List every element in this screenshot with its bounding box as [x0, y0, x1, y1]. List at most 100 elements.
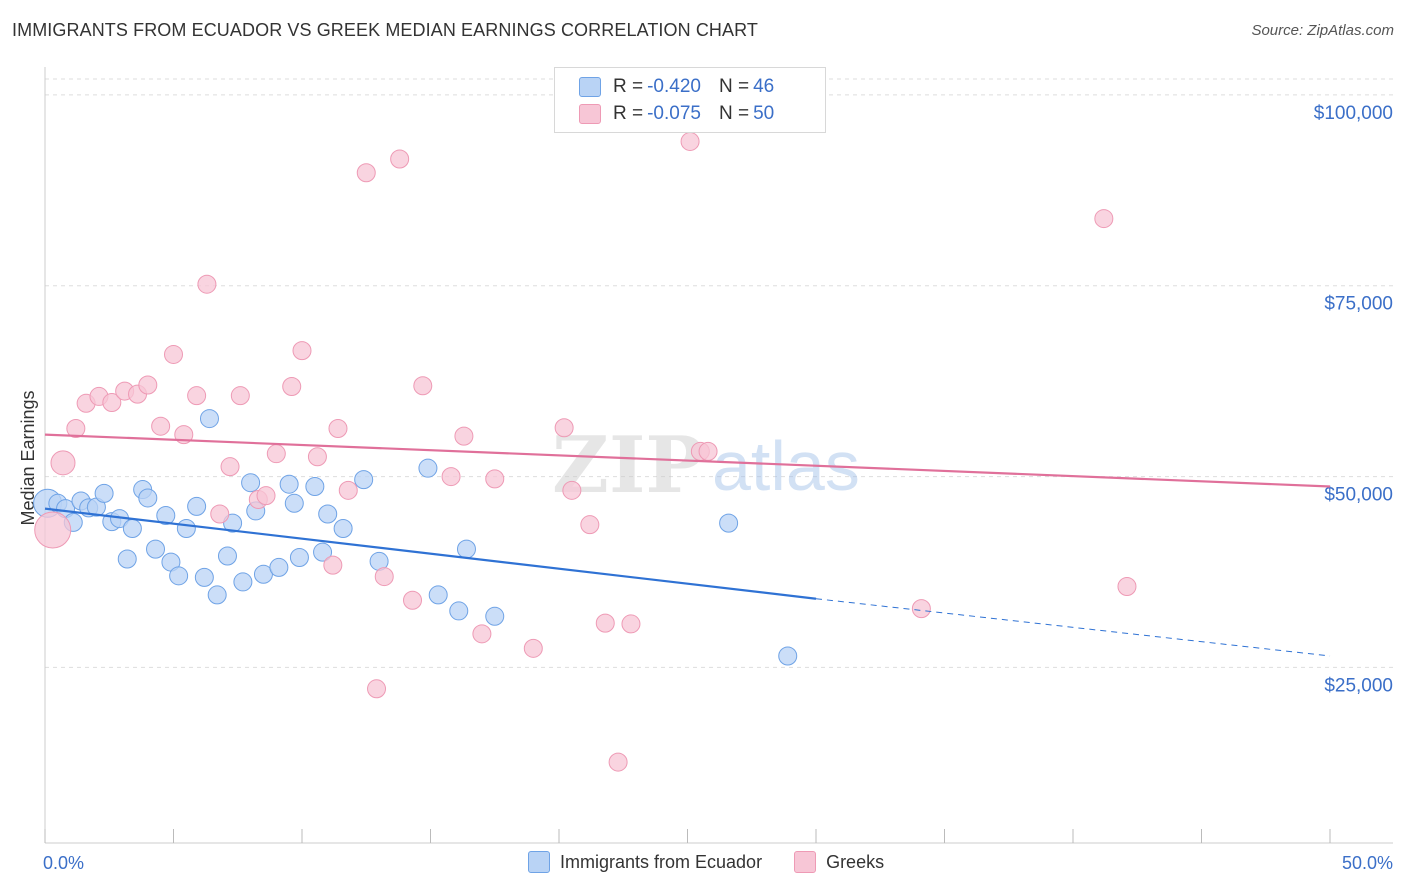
data-point: [485, 606, 505, 626]
series-swatch-greeks: [794, 851, 817, 873]
legend-row-ecuador: R = -0.420 N = 46: [579, 74, 774, 100]
series-ecuador-points: [33, 409, 798, 666]
data-point: [279, 474, 299, 494]
data-point: [441, 467, 461, 487]
x-tick-label-min: 0.0%: [43, 853, 84, 873]
legend-swatch-greeks: [579, 104, 601, 124]
data-point: [94, 483, 114, 503]
series-greeks-points: [34, 131, 1137, 772]
data-point: [282, 377, 302, 397]
correlation-legend: R = -0.420 N = 46 R = -0.075 N = 50: [554, 67, 826, 133]
data-point: [230, 386, 250, 406]
trend-line-ecuador: [44, 507, 817, 600]
legend-n-label: N =: [718, 76, 750, 97]
data-point: [472, 624, 492, 644]
series-legend-item-ecuador[interactable]: Immigrants from Ecuador: [528, 851, 762, 873]
data-point: [197, 274, 217, 294]
data-point: [318, 504, 338, 524]
data-point: [413, 376, 433, 396]
data-point: [523, 638, 543, 658]
legend-swatch-ecuador: [579, 77, 601, 97]
legend-r-label: R =: [613, 76, 644, 97]
data-point: [289, 548, 309, 568]
data-point: [1094, 209, 1114, 229]
data-point: [367, 679, 387, 699]
data-point: [207, 585, 227, 605]
data-point: [911, 599, 931, 619]
data-point: [580, 515, 600, 535]
series-legend-item-greeks[interactable]: Greeks: [794, 851, 884, 873]
legend-n-value: 46: [753, 76, 775, 97]
data-point: [217, 546, 237, 566]
data-point: [169, 566, 189, 586]
data-point: [456, 539, 476, 559]
data-point: [328, 418, 348, 438]
data-point: [562, 480, 582, 500]
data-point: [333, 518, 353, 538]
data-point: [266, 444, 286, 464]
data-point: [284, 493, 304, 513]
x-tick-label-max: 50.0%: [1342, 853, 1393, 873]
series-label-ecuador: Immigrants from Ecuador: [560, 851, 763, 872]
data-point: [338, 480, 358, 500]
legend-n-label: N =: [718, 103, 750, 124]
data-point: [485, 469, 505, 489]
y-tick-label: $50,000: [1324, 485, 1393, 506]
data-point: [428, 585, 448, 605]
data-point: [187, 386, 207, 406]
data-point: [403, 590, 423, 610]
legend-r-label: R =: [613, 103, 644, 124]
legend-r-value: -0.075: [647, 103, 701, 124]
data-point: [233, 572, 253, 592]
data-point: [256, 486, 276, 506]
data-point: [34, 511, 72, 549]
data-point: [50, 450, 76, 476]
data-point: [1117, 577, 1137, 597]
series-swatch-ecuador: [528, 851, 550, 873]
data-point: [151, 416, 171, 436]
data-point: [66, 418, 86, 438]
legend-row-greeks: R = -0.075 N = 50: [579, 101, 774, 127]
data-point: [223, 513, 243, 533]
data-point: [164, 344, 183, 364]
series-legend: Immigrants from Ecuador Greeks: [528, 851, 916, 873]
data-point: [220, 457, 240, 477]
trend-line-ecuador-projection: [815, 598, 1331, 657]
data-point: [608, 752, 628, 772]
y-tick-label: $75,000: [1324, 294, 1393, 315]
data-point: [199, 409, 219, 429]
data-point: [194, 567, 214, 587]
data-point: [307, 447, 327, 467]
data-point: [313, 542, 333, 562]
data-point: [595, 613, 615, 633]
data-point: [621, 614, 641, 634]
data-point: [778, 646, 798, 666]
chart-source: Source: ZipAtlas.com: [1251, 22, 1394, 39]
data-point: [305, 477, 325, 497]
data-point: [210, 504, 230, 524]
data-point: [719, 513, 739, 533]
y-tick-label: $25,000: [1324, 675, 1393, 696]
data-point: [117, 549, 137, 569]
data-point: [354, 470, 374, 490]
data-point: [146, 539, 166, 559]
legend-n-value: 50: [753, 103, 775, 124]
data-point: [374, 567, 394, 587]
data-point: [390, 149, 410, 169]
data-point: [269, 557, 289, 577]
data-point: [102, 393, 122, 413]
data-point: [156, 506, 176, 526]
data-point: [122, 518, 142, 538]
trend-line-greeks: [44, 433, 1331, 488]
data-point: [454, 426, 474, 446]
data-point: [554, 418, 574, 438]
data-point: [418, 458, 438, 478]
y-tick-label: $100,000: [1314, 103, 1393, 124]
data-point: [138, 375, 158, 395]
data-point: [356, 163, 376, 183]
data-point: [449, 601, 469, 621]
data-point: [292, 341, 312, 361]
series-label-greeks: Greeks: [826, 851, 885, 872]
data-point: [138, 488, 158, 508]
